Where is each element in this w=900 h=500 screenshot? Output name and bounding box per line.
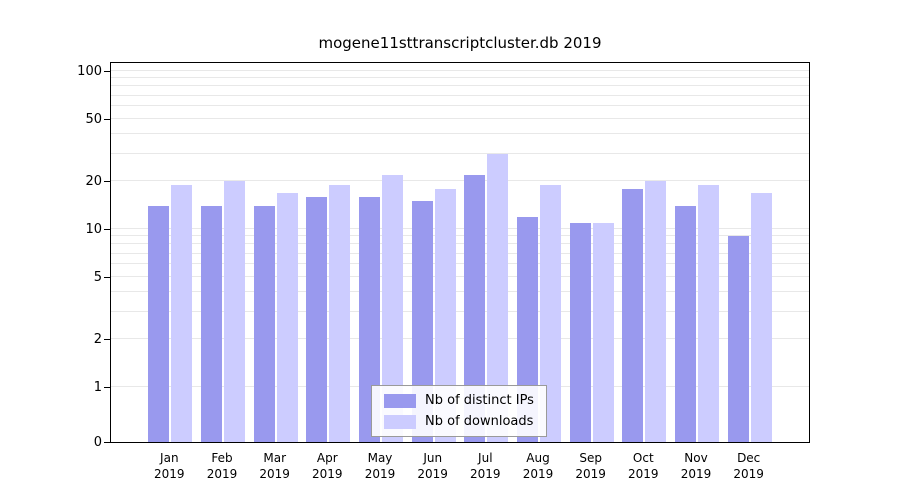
gridline (111, 105, 809, 107)
bar-distinct-ips (359, 196, 380, 442)
x-axis-label: Mar 2019 (259, 451, 290, 482)
x-axis-label: Jul 2019 (470, 451, 501, 482)
y-axis-label: 1 (93, 380, 102, 395)
bar-downloads (329, 185, 351, 442)
x-axis-label: Apr 2019 (312, 451, 343, 482)
gridline (111, 117, 809, 119)
y-tick-mark (104, 71, 110, 72)
x-axis-label: Sep 2019 (575, 451, 606, 482)
gridline (111, 132, 809, 134)
y-axis-label: 2 (93, 332, 102, 348)
y-tick-mark (104, 276, 110, 278)
bar-downloads (592, 222, 614, 442)
legend-item-downloads: Nb of downloads (384, 414, 534, 429)
gridline (111, 235, 809, 237)
legend-label-distinct-ips: Nb of distinct IPs (425, 393, 534, 408)
chart-title: mogene11sttranscriptcluster.db 2019 (318, 34, 602, 52)
legend: Nb of distinct IPs Nb of downloads (371, 385, 547, 437)
legend-label-downloads: Nb of downloads (425, 414, 534, 429)
bar-distinct-ips (306, 196, 328, 442)
x-axis-label: Nov 2019 (680, 451, 712, 482)
bar-distinct-ips (569, 222, 591, 442)
gridline (111, 180, 809, 182)
y-tick-mark (104, 118, 110, 120)
x-axis-label: Aug 2019 (522, 451, 554, 482)
bar-downloads (382, 174, 403, 442)
bar-downloads (276, 192, 298, 442)
bar-distinct-ips (464, 174, 486, 442)
y-axis-label: 5 (93, 269, 102, 285)
bar-downloads (171, 185, 193, 442)
bar-downloads (487, 153, 509, 442)
x-axis-label: Jan 2019 (154, 451, 185, 482)
x-axis-label: Dec 2019 (733, 451, 764, 482)
y-tick-mark (104, 339, 110, 341)
y-axis-label: 10 (85, 222, 102, 237)
y-axis-label: 20 (85, 174, 102, 190)
gridline (111, 338, 809, 340)
bar-distinct-ips (675, 205, 696, 442)
gridline (111, 243, 809, 245)
y-tick-mark (104, 181, 110, 183)
bar-downloads (645, 181, 667, 442)
gridline (111, 290, 809, 292)
bar-downloads (698, 185, 719, 442)
bar-downloads (750, 192, 772, 442)
x-axis-label: May 2019 (364, 451, 396, 482)
x-axis-label: Feb 2019 (206, 451, 238, 482)
bar-distinct-ips (622, 188, 644, 442)
bar-downloads (540, 185, 561, 442)
y-tick-mark (104, 442, 110, 443)
gridline (111, 310, 809, 312)
gridline (111, 77, 809, 79)
gridline (111, 228, 809, 229)
gridline (111, 85, 809, 87)
gridline (111, 263, 809, 265)
gridline (111, 70, 809, 71)
y-tick-mark (104, 229, 110, 230)
bar-downloads (434, 188, 456, 442)
gridline (111, 94, 809, 96)
gridline (111, 252, 809, 254)
x-axis-label: Oct 2019 (628, 451, 659, 482)
bar-distinct-ips (201, 205, 222, 442)
y-tick-mark (104, 387, 110, 388)
legend-swatch-downloads (384, 414, 416, 429)
bar-distinct-ips (727, 236, 749, 442)
x-axis-label: Jun 2019 (417, 451, 448, 482)
y-axis-label: 0 (93, 435, 102, 450)
bar-distinct-ips (411, 201, 433, 442)
legend-swatch-distinct-ips (384, 393, 416, 408)
legend-item-distinct-ips: Nb of distinct IPs (384, 393, 534, 408)
bar-distinct-ips (148, 205, 170, 442)
gridline (111, 275, 809, 277)
bar-distinct-ips (253, 205, 275, 442)
gridline (111, 152, 809, 154)
y-axis-label: 100 (77, 64, 102, 79)
y-axis-label: 50 (85, 111, 102, 127)
plot-area: Nb of distinct IPs Nb of downloads (110, 62, 810, 443)
bar-downloads (224, 181, 245, 442)
